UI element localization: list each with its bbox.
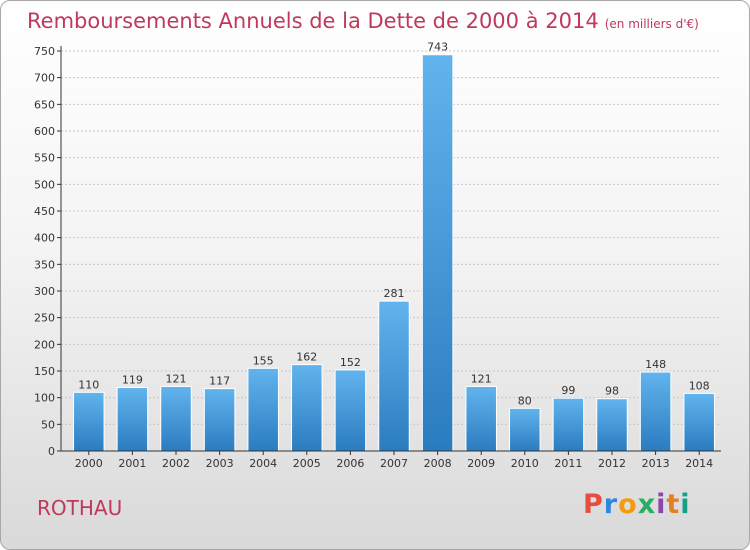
- logo-letter: t: [666, 489, 681, 520]
- x-tick-label: 2009: [467, 457, 495, 470]
- logo-letter: x: [637, 489, 657, 520]
- y-tick-label: 250: [34, 312, 55, 325]
- y-tick-label: 600: [34, 125, 55, 138]
- data-label: 108: [689, 379, 710, 392]
- bar: [421, 54, 454, 452]
- logo-letter: r: [603, 489, 619, 520]
- data-label: 98: [605, 385, 619, 398]
- data-label: 117: [209, 375, 230, 388]
- data-label: 148: [645, 358, 666, 371]
- bar: [291, 364, 323, 452]
- x-tick-label: 2000: [75, 457, 103, 470]
- y-tick-label: 100: [34, 392, 55, 405]
- x-tick-label: 2008: [424, 457, 452, 470]
- bar: [683, 392, 715, 452]
- data-label: 155: [253, 354, 274, 367]
- data-label: 119: [122, 374, 143, 387]
- data-label: 152: [340, 356, 361, 369]
- bar: [639, 371, 672, 452]
- y-tick-label: 150: [34, 365, 55, 378]
- x-tick-label: 2007: [380, 457, 408, 470]
- data-label: 110: [78, 378, 99, 391]
- proxiti-logo: Proxiti: [583, 489, 691, 520]
- x-tick-label: 2010: [511, 457, 539, 470]
- x-tick-label: 2005: [293, 457, 321, 470]
- data-label: 281: [384, 287, 405, 300]
- axes: 0 50 100 150 200 250 300 350 400 450 500 550 600 650 7…: [34, 45, 721, 470]
- y-tick-label: 200: [34, 338, 55, 351]
- y-tick-label: 450: [34, 205, 55, 218]
- logo-letter: o: [618, 489, 638, 520]
- x-tick-label: 2003: [206, 457, 234, 470]
- data-label: 162: [296, 351, 317, 364]
- data-label: 80: [518, 394, 532, 407]
- x-tick-label: 2002: [162, 457, 190, 470]
- bar: [116, 387, 149, 452]
- bar: [247, 367, 279, 452]
- logo-letter: P: [583, 489, 604, 520]
- logo-letter: i: [656, 489, 667, 520]
- logo-letter: i: [680, 489, 691, 520]
- y-tick-label: 500: [34, 178, 55, 191]
- y-tick-label: 0: [48, 445, 55, 458]
- y-tick-label: 700: [34, 72, 55, 85]
- x-tick-label: 2012: [598, 457, 626, 470]
- bar: [73, 391, 105, 452]
- chart-title: Remboursements Annuels de la Dette de 20…: [27, 9, 699, 33]
- bar: [334, 369, 367, 452]
- x-tick-label: 2014: [685, 457, 713, 470]
- data-label: 99: [561, 384, 575, 397]
- y-tick-label: 750: [34, 45, 55, 58]
- x-tick-label: 2011: [554, 457, 582, 470]
- bar: [203, 388, 236, 452]
- y-tick-label: 650: [34, 98, 55, 111]
- bars: 110 119 121 117 155 162 152 281 743 121 80 99 98 148 1…: [73, 41, 715, 452]
- data-label: 121: [471, 372, 492, 385]
- chart-unit: (en milliers d'€): [604, 17, 699, 31]
- x-tick-label: 2006: [336, 457, 364, 470]
- bar: [378, 300, 410, 452]
- y-tick-label: 400: [34, 232, 55, 245]
- bar: [596, 398, 628, 452]
- data-label: 743: [427, 41, 448, 54]
- y-tick-label: 50: [41, 418, 55, 431]
- bar: [465, 385, 497, 452]
- y-tick-label: 300: [34, 285, 55, 298]
- commune-name: ROTHAU: [37, 496, 123, 520]
- chart-title-text: Remboursements Annuels de la Dette de 20…: [27, 9, 599, 33]
- y-tick-label: 550: [34, 152, 55, 165]
- x-tick-label: 2004: [249, 457, 277, 470]
- x-tick-label: 2001: [118, 457, 146, 470]
- x-tick-label: 2013: [642, 457, 670, 470]
- y-tick-label: 350: [34, 258, 55, 271]
- data-label: 121: [166, 372, 187, 385]
- bar: [160, 385, 192, 452]
- bar: [552, 397, 585, 452]
- bar: [509, 407, 541, 452]
